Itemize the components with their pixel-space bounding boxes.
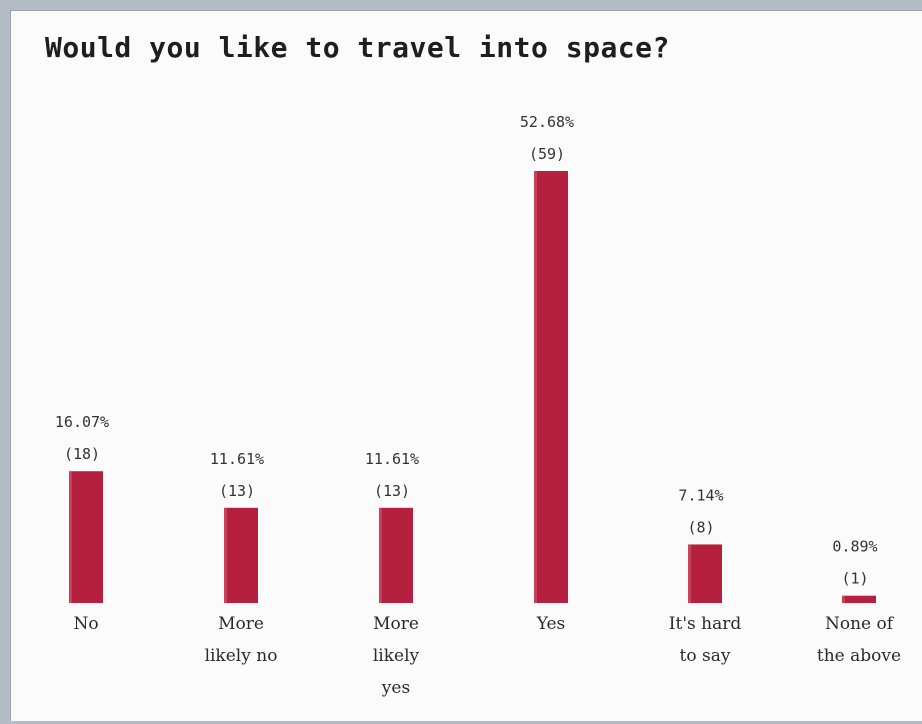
percent-label-5: 0.89% xyxy=(832,538,877,556)
category-label-2-0: More xyxy=(373,614,419,634)
category-label-3-0: Yes xyxy=(536,614,566,634)
count-label-1: (13) xyxy=(219,482,255,500)
chart-panel: Would you like to travel into space? 16.… xyxy=(10,10,922,721)
category-label-2-2: yes xyxy=(381,678,410,698)
percent-label-1: 11.61% xyxy=(210,450,264,468)
count-label-0: (18) xyxy=(64,445,100,463)
bar-0 xyxy=(69,471,103,603)
bar-3 xyxy=(534,171,568,603)
bar-highlight-0 xyxy=(69,471,72,603)
category-label-4-1: to say xyxy=(680,646,731,666)
category-label-5-1: the above xyxy=(817,646,901,666)
bar-highlight-1 xyxy=(224,507,227,603)
count-label-5: (1) xyxy=(841,570,868,588)
category-label-1-0: More xyxy=(218,614,264,634)
bar-2 xyxy=(379,507,413,603)
bar-4 xyxy=(688,544,722,603)
chart-title: Would you like to travel into space? xyxy=(45,31,670,64)
bar-highlight-4 xyxy=(688,544,691,603)
percent-label-4: 7.14% xyxy=(678,486,723,504)
category-label-1-1: likely no xyxy=(205,646,278,666)
bar-highlight-2 xyxy=(379,507,382,603)
percent-label-0: 16.07% xyxy=(55,413,109,431)
category-label-0-0: No xyxy=(73,614,98,634)
count-label-3: (59) xyxy=(529,145,565,163)
bar-highlight-3 xyxy=(534,171,537,603)
percent-label-2: 11.61% xyxy=(365,450,419,468)
bar-5 xyxy=(842,595,876,603)
bar-1 xyxy=(224,507,258,603)
bar-highlight-5 xyxy=(842,595,845,603)
count-label-4: (8) xyxy=(687,518,714,536)
bar-chart: 16.07% (18) No 11.61% (13) More likely no 11.61… xyxy=(55,113,901,698)
category-label-5-0: None of xyxy=(825,614,895,634)
percent-label-3: 52.68% xyxy=(520,113,574,131)
category-label-2-1: likely xyxy=(373,646,420,666)
count-label-2: (13) xyxy=(374,482,410,500)
category-label-4-0: It's hard xyxy=(669,614,742,634)
